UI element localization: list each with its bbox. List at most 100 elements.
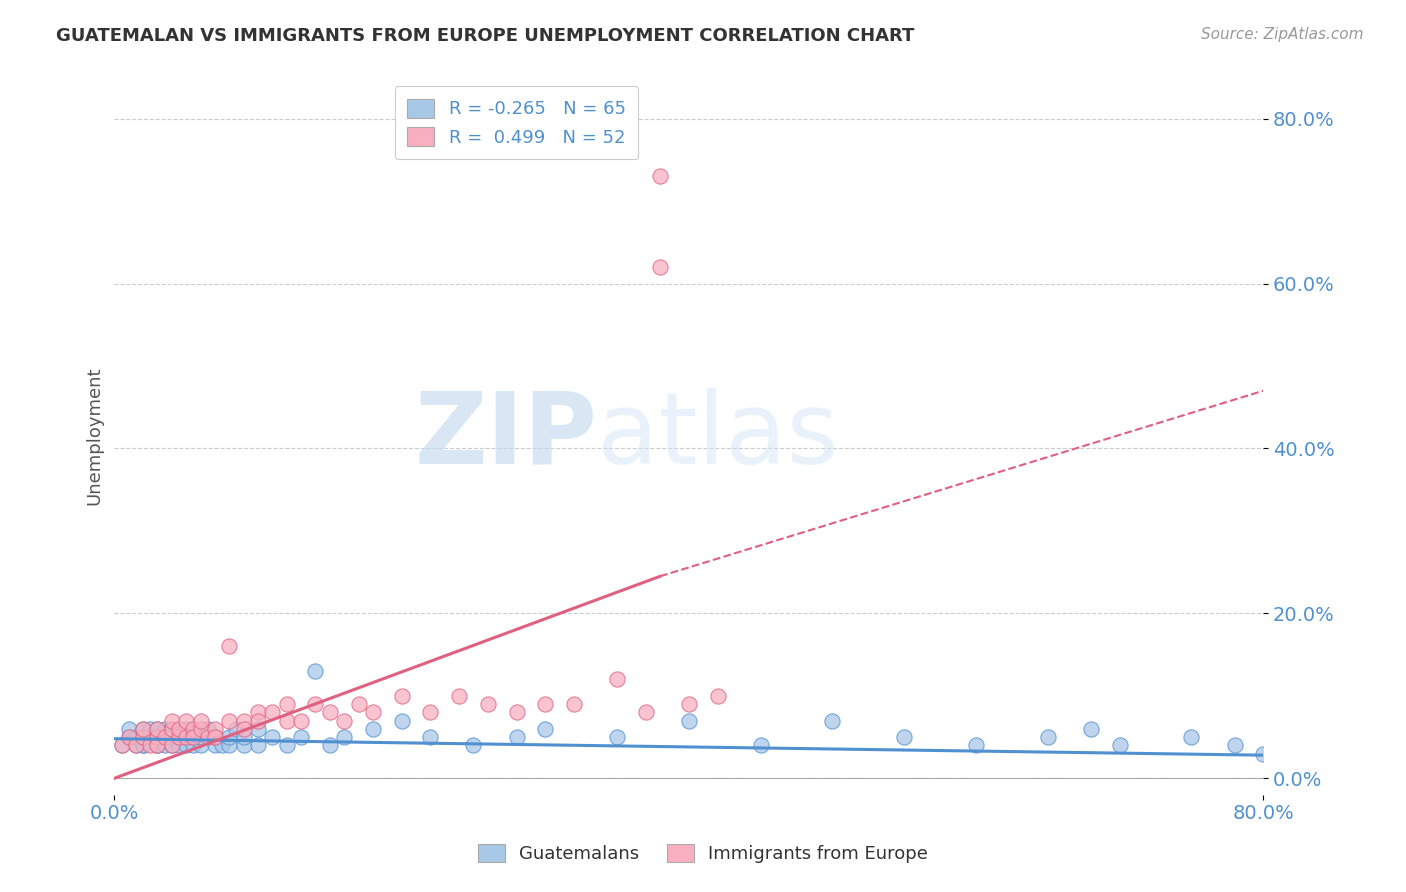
- Point: [174, 730, 197, 744]
- Point: [333, 714, 356, 728]
- Point: [174, 714, 197, 728]
- Point: [650, 169, 672, 184]
- Point: [190, 714, 212, 728]
- Point: [190, 722, 212, 736]
- Point: [678, 697, 700, 711]
- Point: [160, 739, 183, 753]
- Point: [606, 730, 628, 744]
- Point: [146, 722, 169, 736]
- Point: [1108, 739, 1130, 753]
- Point: [167, 739, 190, 753]
- Point: [125, 739, 148, 753]
- Point: [304, 697, 326, 711]
- Text: atlas: atlas: [598, 388, 838, 484]
- Point: [118, 730, 141, 744]
- Point: [1080, 722, 1102, 736]
- Point: [211, 739, 233, 753]
- Point: [276, 714, 298, 728]
- Point: [160, 722, 183, 736]
- Point: [183, 722, 205, 736]
- Point: [197, 722, 219, 736]
- Point: [146, 739, 169, 753]
- Point: [1036, 730, 1059, 744]
- Point: [276, 739, 298, 753]
- Point: [183, 730, 205, 744]
- Text: GUATEMALAN VS IMMIGRANTS FROM EUROPE UNEMPLOYMENT CORRELATION CHART: GUATEMALAN VS IMMIGRANTS FROM EUROPE UNE…: [56, 27, 915, 45]
- Point: [1223, 739, 1246, 753]
- Point: [174, 730, 197, 744]
- Point: [132, 730, 155, 744]
- Point: [262, 706, 284, 720]
- Point: [204, 730, 226, 744]
- Point: [361, 722, 384, 736]
- Point: [197, 730, 219, 744]
- Point: [160, 730, 183, 744]
- Point: [247, 714, 270, 728]
- Point: [893, 730, 915, 744]
- Point: [304, 664, 326, 678]
- Legend: Guatemalans, Immigrants from Europe: Guatemalans, Immigrants from Europe: [467, 833, 939, 874]
- Text: ZIP: ZIP: [413, 388, 598, 484]
- Point: [183, 730, 205, 744]
- Point: [1251, 747, 1274, 761]
- Point: [167, 730, 190, 744]
- Point: [419, 706, 441, 720]
- Point: [167, 730, 190, 744]
- Point: [146, 730, 169, 744]
- Point: [160, 722, 183, 736]
- Point: [218, 640, 240, 654]
- Y-axis label: Unemployment: Unemployment: [86, 367, 103, 506]
- Point: [118, 722, 141, 736]
- Point: [650, 260, 672, 274]
- Point: [160, 739, 183, 753]
- Point: [232, 714, 254, 728]
- Point: [146, 730, 169, 744]
- Point: [183, 739, 205, 753]
- Point: [247, 722, 270, 736]
- Point: [965, 739, 987, 753]
- Point: [419, 730, 441, 744]
- Point: [132, 739, 155, 753]
- Point: [247, 706, 270, 720]
- Point: [290, 730, 312, 744]
- Point: [1180, 730, 1202, 744]
- Point: [132, 722, 155, 736]
- Point: [749, 739, 772, 753]
- Point: [204, 722, 226, 736]
- Point: [463, 739, 485, 753]
- Point: [247, 739, 270, 753]
- Point: [204, 730, 226, 744]
- Point: [110, 739, 132, 753]
- Point: [218, 739, 240, 753]
- Point: [449, 689, 471, 703]
- Point: [225, 722, 247, 736]
- Point: [477, 697, 499, 711]
- Point: [125, 739, 148, 753]
- Point: [139, 739, 162, 753]
- Point: [347, 697, 370, 711]
- Point: [562, 697, 585, 711]
- Point: [276, 697, 298, 711]
- Point: [125, 730, 148, 744]
- Text: Source: ZipAtlas.com: Source: ZipAtlas.com: [1201, 27, 1364, 42]
- Point: [190, 730, 212, 744]
- Point: [534, 697, 557, 711]
- Point: [139, 722, 162, 736]
- Point: [132, 730, 155, 744]
- Point: [167, 722, 190, 736]
- Point: [153, 730, 176, 744]
- Point: [146, 739, 169, 753]
- Point: [262, 730, 284, 744]
- Point: [391, 689, 413, 703]
- Point: [606, 673, 628, 687]
- Point: [232, 722, 254, 736]
- Point: [505, 730, 527, 744]
- Point: [110, 739, 132, 753]
- Point: [204, 739, 226, 753]
- Point: [333, 730, 356, 744]
- Point: [821, 714, 844, 728]
- Point: [146, 739, 169, 753]
- Point: [153, 722, 176, 736]
- Point: [290, 714, 312, 728]
- Point: [118, 730, 141, 744]
